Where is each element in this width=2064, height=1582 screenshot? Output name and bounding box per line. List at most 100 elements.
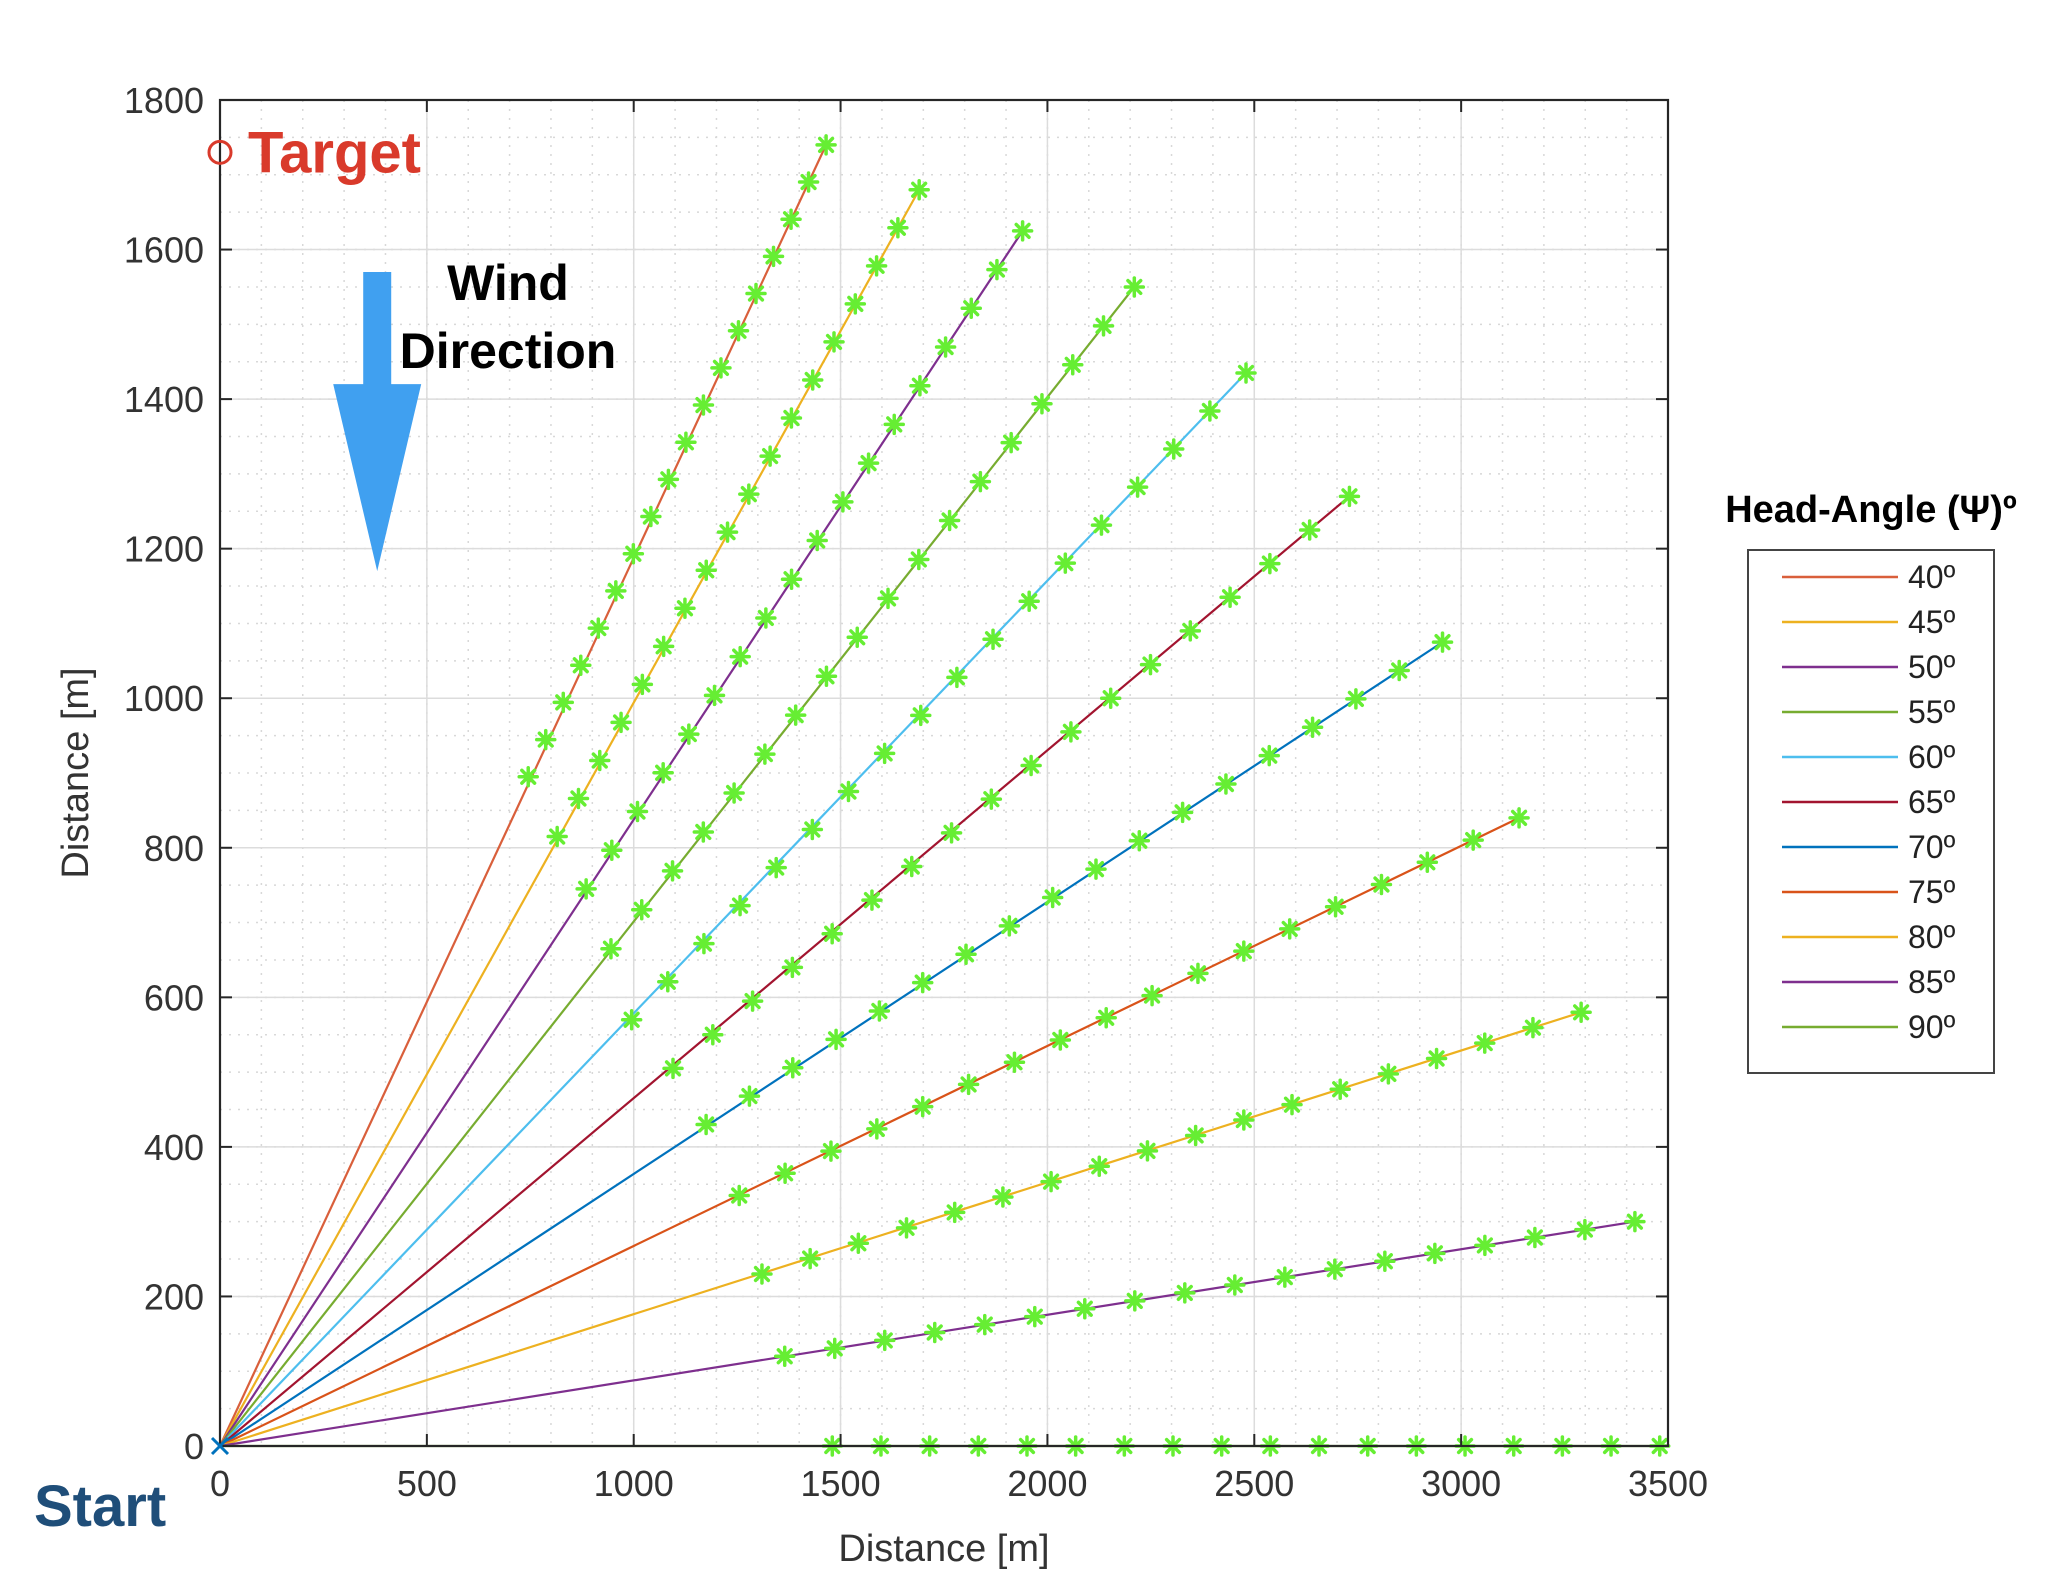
series-marker-10 bbox=[1574, 1218, 1596, 1241]
series-marker-6 bbox=[781, 956, 804, 979]
y-tick-label: 1400 bbox=[124, 379, 204, 420]
series-marker-6 bbox=[980, 788, 1003, 810]
series-marker-4 bbox=[723, 782, 745, 804]
series-marker-2 bbox=[844, 293, 867, 315]
series-marker-4 bbox=[1000, 431, 1022, 454]
series-marker-3 bbox=[729, 645, 751, 668]
series-marker-3 bbox=[678, 723, 700, 745]
series-marker-5 bbox=[765, 856, 787, 879]
series-marker-1 bbox=[534, 728, 557, 751]
series-line-3 bbox=[219, 230, 1024, 1447]
legend-entry-11: 90º bbox=[1782, 1009, 1956, 1045]
series-marker-8 bbox=[866, 1118, 888, 1140]
series-marker-10 bbox=[924, 1321, 946, 1344]
series-marker-10 bbox=[773, 1345, 796, 1368]
y-tick-label: 400 bbox=[144, 1127, 204, 1168]
series-marker-4 bbox=[815, 665, 838, 687]
y-tick-label: 200 bbox=[144, 1276, 204, 1317]
series-marker-5 bbox=[620, 1009, 643, 1031]
y-tick-label: 600 bbox=[144, 977, 204, 1018]
series-marker-5 bbox=[837, 780, 860, 803]
series-marker-7 bbox=[1258, 744, 1281, 767]
series-marker-4 bbox=[692, 821, 715, 843]
series-marker-7 bbox=[738, 1085, 761, 1107]
series-marker-2 bbox=[865, 255, 888, 277]
legend-entry-8: 75º bbox=[1782, 874, 1956, 910]
series-marker-2 bbox=[738, 483, 760, 505]
series-marker-3 bbox=[1011, 220, 1034, 242]
x-tick-label: 3500 bbox=[1628, 1463, 1708, 1504]
series-marker-3 bbox=[601, 839, 623, 861]
x-tick-label: 1500 bbox=[801, 1463, 881, 1504]
series-line-6 bbox=[219, 495, 1351, 1447]
legend-entry-2: 45º bbox=[1782, 604, 1956, 640]
series-marker-9 bbox=[1570, 1001, 1592, 1024]
series-marker-2 bbox=[674, 597, 696, 620]
x-tick-label: 0 bbox=[210, 1463, 230, 1504]
series-marker-4 bbox=[846, 626, 868, 649]
series-marker-7 bbox=[911, 971, 934, 994]
series-marker-9 bbox=[1233, 1109, 1255, 1131]
series-marker-10 bbox=[1174, 1282, 1196, 1304]
series-marker-8 bbox=[1278, 918, 1301, 940]
series-marker-8 bbox=[1462, 829, 1484, 851]
series-marker-7 bbox=[825, 1028, 847, 1051]
series-marker-7 bbox=[695, 1113, 717, 1136]
series-marker-8 bbox=[957, 1073, 980, 1096]
series-marker-7 bbox=[1215, 773, 1237, 795]
series-marker-1 bbox=[815, 134, 837, 156]
legend-entry-3: 50º bbox=[1782, 649, 1956, 685]
series-marker-3 bbox=[575, 878, 597, 900]
series-marker-9 bbox=[992, 1186, 1014, 1208]
series-marker-2 bbox=[695, 559, 717, 581]
series-marker-8 bbox=[1324, 895, 1347, 918]
y-tick-label: 0 bbox=[184, 1426, 204, 1467]
series-marker-6 bbox=[1139, 653, 1162, 676]
series-marker-1 bbox=[675, 431, 697, 453]
series-marker-4 bbox=[1031, 392, 1053, 415]
legend-title: Head-Angle (Ψ)º bbox=[1725, 489, 2017, 531]
series-marker-4 bbox=[784, 704, 807, 726]
series-marker-1 bbox=[657, 468, 680, 491]
tick-labels: 0 500 1000 1500 2000 2500 3000 3500 0 200 400 600 80… bbox=[124, 80, 1708, 1504]
series-marker-5 bbox=[1162, 438, 1185, 460]
series-marker-10 bbox=[1074, 1298, 1096, 1320]
series-marker-8 bbox=[1049, 1029, 1072, 1051]
series-line-2 bbox=[219, 189, 921, 1447]
series-marker-9 bbox=[1136, 1140, 1159, 1162]
x-tick-label: 3000 bbox=[1421, 1463, 1501, 1504]
series-marker-10 bbox=[1324, 1258, 1346, 1280]
legend-entry-7: 70º bbox=[1782, 829, 1956, 865]
start-cross bbox=[210, 1436, 230, 1456]
series-marker-4 bbox=[661, 860, 684, 882]
series-marker-1 bbox=[710, 357, 732, 379]
series-marker-8 bbox=[774, 1162, 796, 1185]
series-marker-8 bbox=[1370, 873, 1393, 896]
series-marker-5 bbox=[1090, 514, 1113, 536]
series-marker-9 bbox=[799, 1247, 821, 1270]
x-tick-label: 1000 bbox=[594, 1463, 674, 1504]
series-marker-10 bbox=[1624, 1210, 1646, 1233]
series-marker-5 bbox=[946, 666, 968, 689]
series-marker-8 bbox=[1508, 807, 1530, 829]
series-marker-7 bbox=[1431, 631, 1454, 653]
y-tick-label: 1000 bbox=[124, 678, 204, 719]
series-marker-7 bbox=[1041, 886, 1064, 909]
series-marker-3 bbox=[652, 762, 674, 784]
series-marker-8 bbox=[728, 1184, 750, 1207]
series-marker-6 bbox=[821, 923, 843, 945]
legend: Head-Angle (Ψ)º 40º 45º 50º 55º 60º 65º 70º 75º… bbox=[1725, 489, 2017, 1074]
series-marker-10 bbox=[1474, 1234, 1496, 1257]
series-marker-1 bbox=[640, 505, 662, 528]
legend-entries: 40º 45º 50º 55º 60º 65º 70º 75º 80º 85º 90º bbox=[1782, 559, 1956, 1045]
series-marker-8 bbox=[1233, 940, 1255, 962]
legend-label: 85º bbox=[1908, 964, 1956, 1000]
series-marker-3 bbox=[934, 336, 957, 358]
series-marker-8 bbox=[1003, 1051, 1026, 1073]
series-marker-8 bbox=[1416, 851, 1439, 874]
series-marker-5 bbox=[1235, 362, 1257, 384]
series-marker-10 bbox=[974, 1313, 996, 1336]
series-marker-5 bbox=[910, 704, 932, 727]
series-marker-6 bbox=[1020, 754, 1042, 777]
series-marker-2 bbox=[652, 635, 675, 658]
